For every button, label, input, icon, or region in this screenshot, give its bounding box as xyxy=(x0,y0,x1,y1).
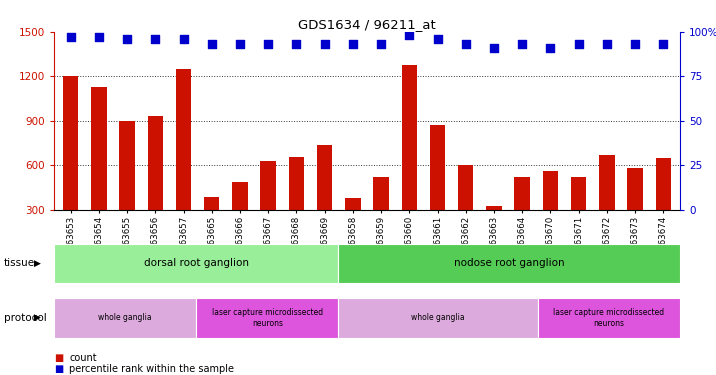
Bar xyxy=(147,117,163,210)
Text: ■: ■ xyxy=(54,353,63,363)
Text: ▶: ▶ xyxy=(34,314,42,322)
Text: whole ganglia: whole ganglia xyxy=(411,314,465,322)
Text: whole ganglia: whole ganglia xyxy=(98,314,152,322)
Text: tissue: tissue xyxy=(4,258,34,268)
Bar xyxy=(317,145,332,210)
Text: protocol: protocol xyxy=(4,313,47,323)
Point xyxy=(601,41,613,47)
Point xyxy=(206,41,218,47)
Bar xyxy=(204,196,220,210)
Text: percentile rank within the sample: percentile rank within the sample xyxy=(69,364,234,374)
Point xyxy=(460,41,471,47)
Point xyxy=(404,33,415,39)
Point xyxy=(347,41,359,47)
Point xyxy=(319,41,330,47)
Bar xyxy=(571,177,586,210)
Text: count: count xyxy=(69,353,97,363)
Bar xyxy=(656,158,671,210)
Point xyxy=(178,36,189,42)
Bar xyxy=(91,87,107,210)
Text: nodose root ganglion: nodose root ganglion xyxy=(454,258,565,268)
Bar xyxy=(63,76,78,210)
Bar xyxy=(345,198,361,210)
Bar xyxy=(175,69,191,210)
Bar xyxy=(486,206,502,210)
Bar xyxy=(261,161,276,210)
Point xyxy=(121,36,132,42)
Bar xyxy=(289,157,304,210)
Bar xyxy=(373,177,389,210)
Bar xyxy=(120,121,135,210)
Bar xyxy=(599,155,614,210)
Title: GDS1634 / 96211_at: GDS1634 / 96211_at xyxy=(298,18,436,31)
Point xyxy=(234,41,246,47)
Bar xyxy=(627,168,643,210)
Text: laser capture microdissected
neurons: laser capture microdissected neurons xyxy=(212,308,323,327)
Point xyxy=(93,34,105,40)
Bar xyxy=(430,125,445,210)
Bar xyxy=(458,165,473,210)
Point xyxy=(150,36,161,42)
Point xyxy=(488,45,500,51)
Bar xyxy=(543,171,558,210)
Point xyxy=(516,41,528,47)
Point xyxy=(291,41,302,47)
Point xyxy=(657,41,669,47)
Point xyxy=(545,45,556,51)
Bar xyxy=(232,182,248,210)
Point xyxy=(629,41,641,47)
Bar xyxy=(402,64,417,210)
Bar xyxy=(514,177,530,210)
Point xyxy=(65,34,77,40)
Point xyxy=(573,41,584,47)
Text: ■: ■ xyxy=(54,364,63,374)
Point xyxy=(263,41,274,47)
Text: ▶: ▶ xyxy=(34,259,42,268)
Point xyxy=(432,36,443,42)
Point xyxy=(375,41,387,47)
Text: dorsal root ganglion: dorsal root ganglion xyxy=(144,258,248,268)
Text: laser capture microdissected
neurons: laser capture microdissected neurons xyxy=(553,308,664,327)
